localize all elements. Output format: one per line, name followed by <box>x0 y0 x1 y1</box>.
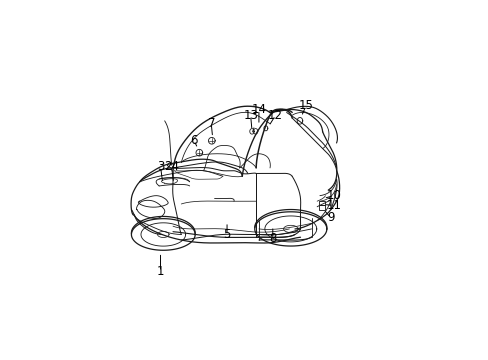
Text: 8: 8 <box>268 232 276 245</box>
Text: 11: 11 <box>325 199 341 212</box>
Text: 10: 10 <box>325 189 341 202</box>
Text: 24: 24 <box>164 160 179 173</box>
Text: 1: 1 <box>157 265 164 278</box>
Text: 6: 6 <box>190 134 197 147</box>
Bar <box>318 205 325 210</box>
Text: 13: 13 <box>243 109 258 122</box>
Text: 15: 15 <box>298 99 313 112</box>
Text: 9: 9 <box>326 211 334 224</box>
Text: 3: 3 <box>157 160 164 173</box>
Bar <box>318 201 325 205</box>
Text: 7: 7 <box>207 117 215 130</box>
Text: 12: 12 <box>267 109 283 122</box>
Text: 14: 14 <box>251 103 266 116</box>
Text: 5: 5 <box>223 228 230 241</box>
